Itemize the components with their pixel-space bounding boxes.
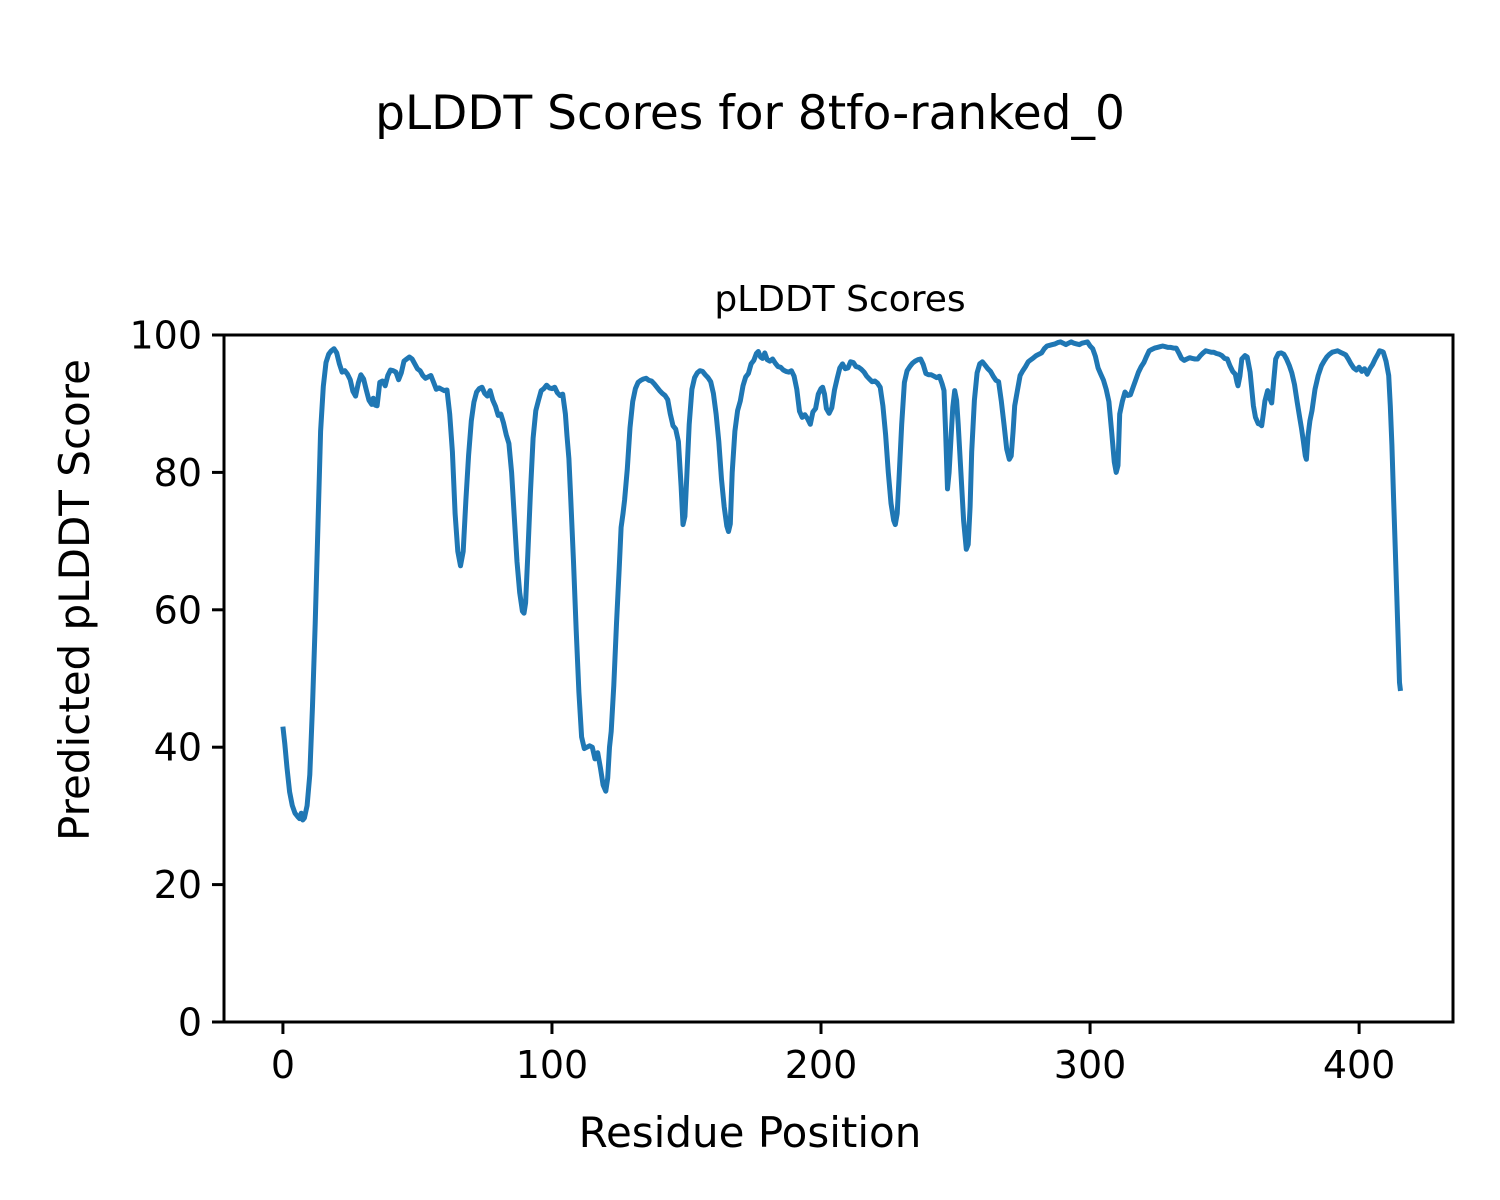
y-axis-ticks: 0 20 40 60 80 100 (129, 314, 224, 1045)
y-tick-label: 60 (154, 588, 202, 632)
axes-title: pLDDT Scores (714, 279, 966, 320)
y-tick-label: 80 (154, 451, 202, 495)
x-tick-label: 200 (785, 1043, 858, 1087)
figure-suptitle: pLDDT Scores for 8tfo-ranked_0 (375, 86, 1125, 141)
y-tick-label: 20 (154, 863, 202, 907)
x-axis-ticks: 0 100 200 300 400 (271, 1022, 1396, 1087)
x-tick-label: 100 (516, 1043, 589, 1087)
plddt-line-series (280, 339, 1403, 823)
x-tick-label: 300 (1054, 1043, 1127, 1087)
y-axis-label: Predicted pLDDT Score (49, 359, 99, 841)
x-tick-label: 0 (271, 1043, 295, 1087)
y-tick-label: 100 (129, 314, 202, 358)
y-tick-label: 0 (178, 1001, 202, 1045)
y-tick-label: 40 (154, 726, 202, 770)
x-tick-label: 400 (1323, 1043, 1396, 1087)
x-axis-label: Residue Position (578, 1108, 922, 1157)
axes-spines (222, 333, 1455, 1024)
